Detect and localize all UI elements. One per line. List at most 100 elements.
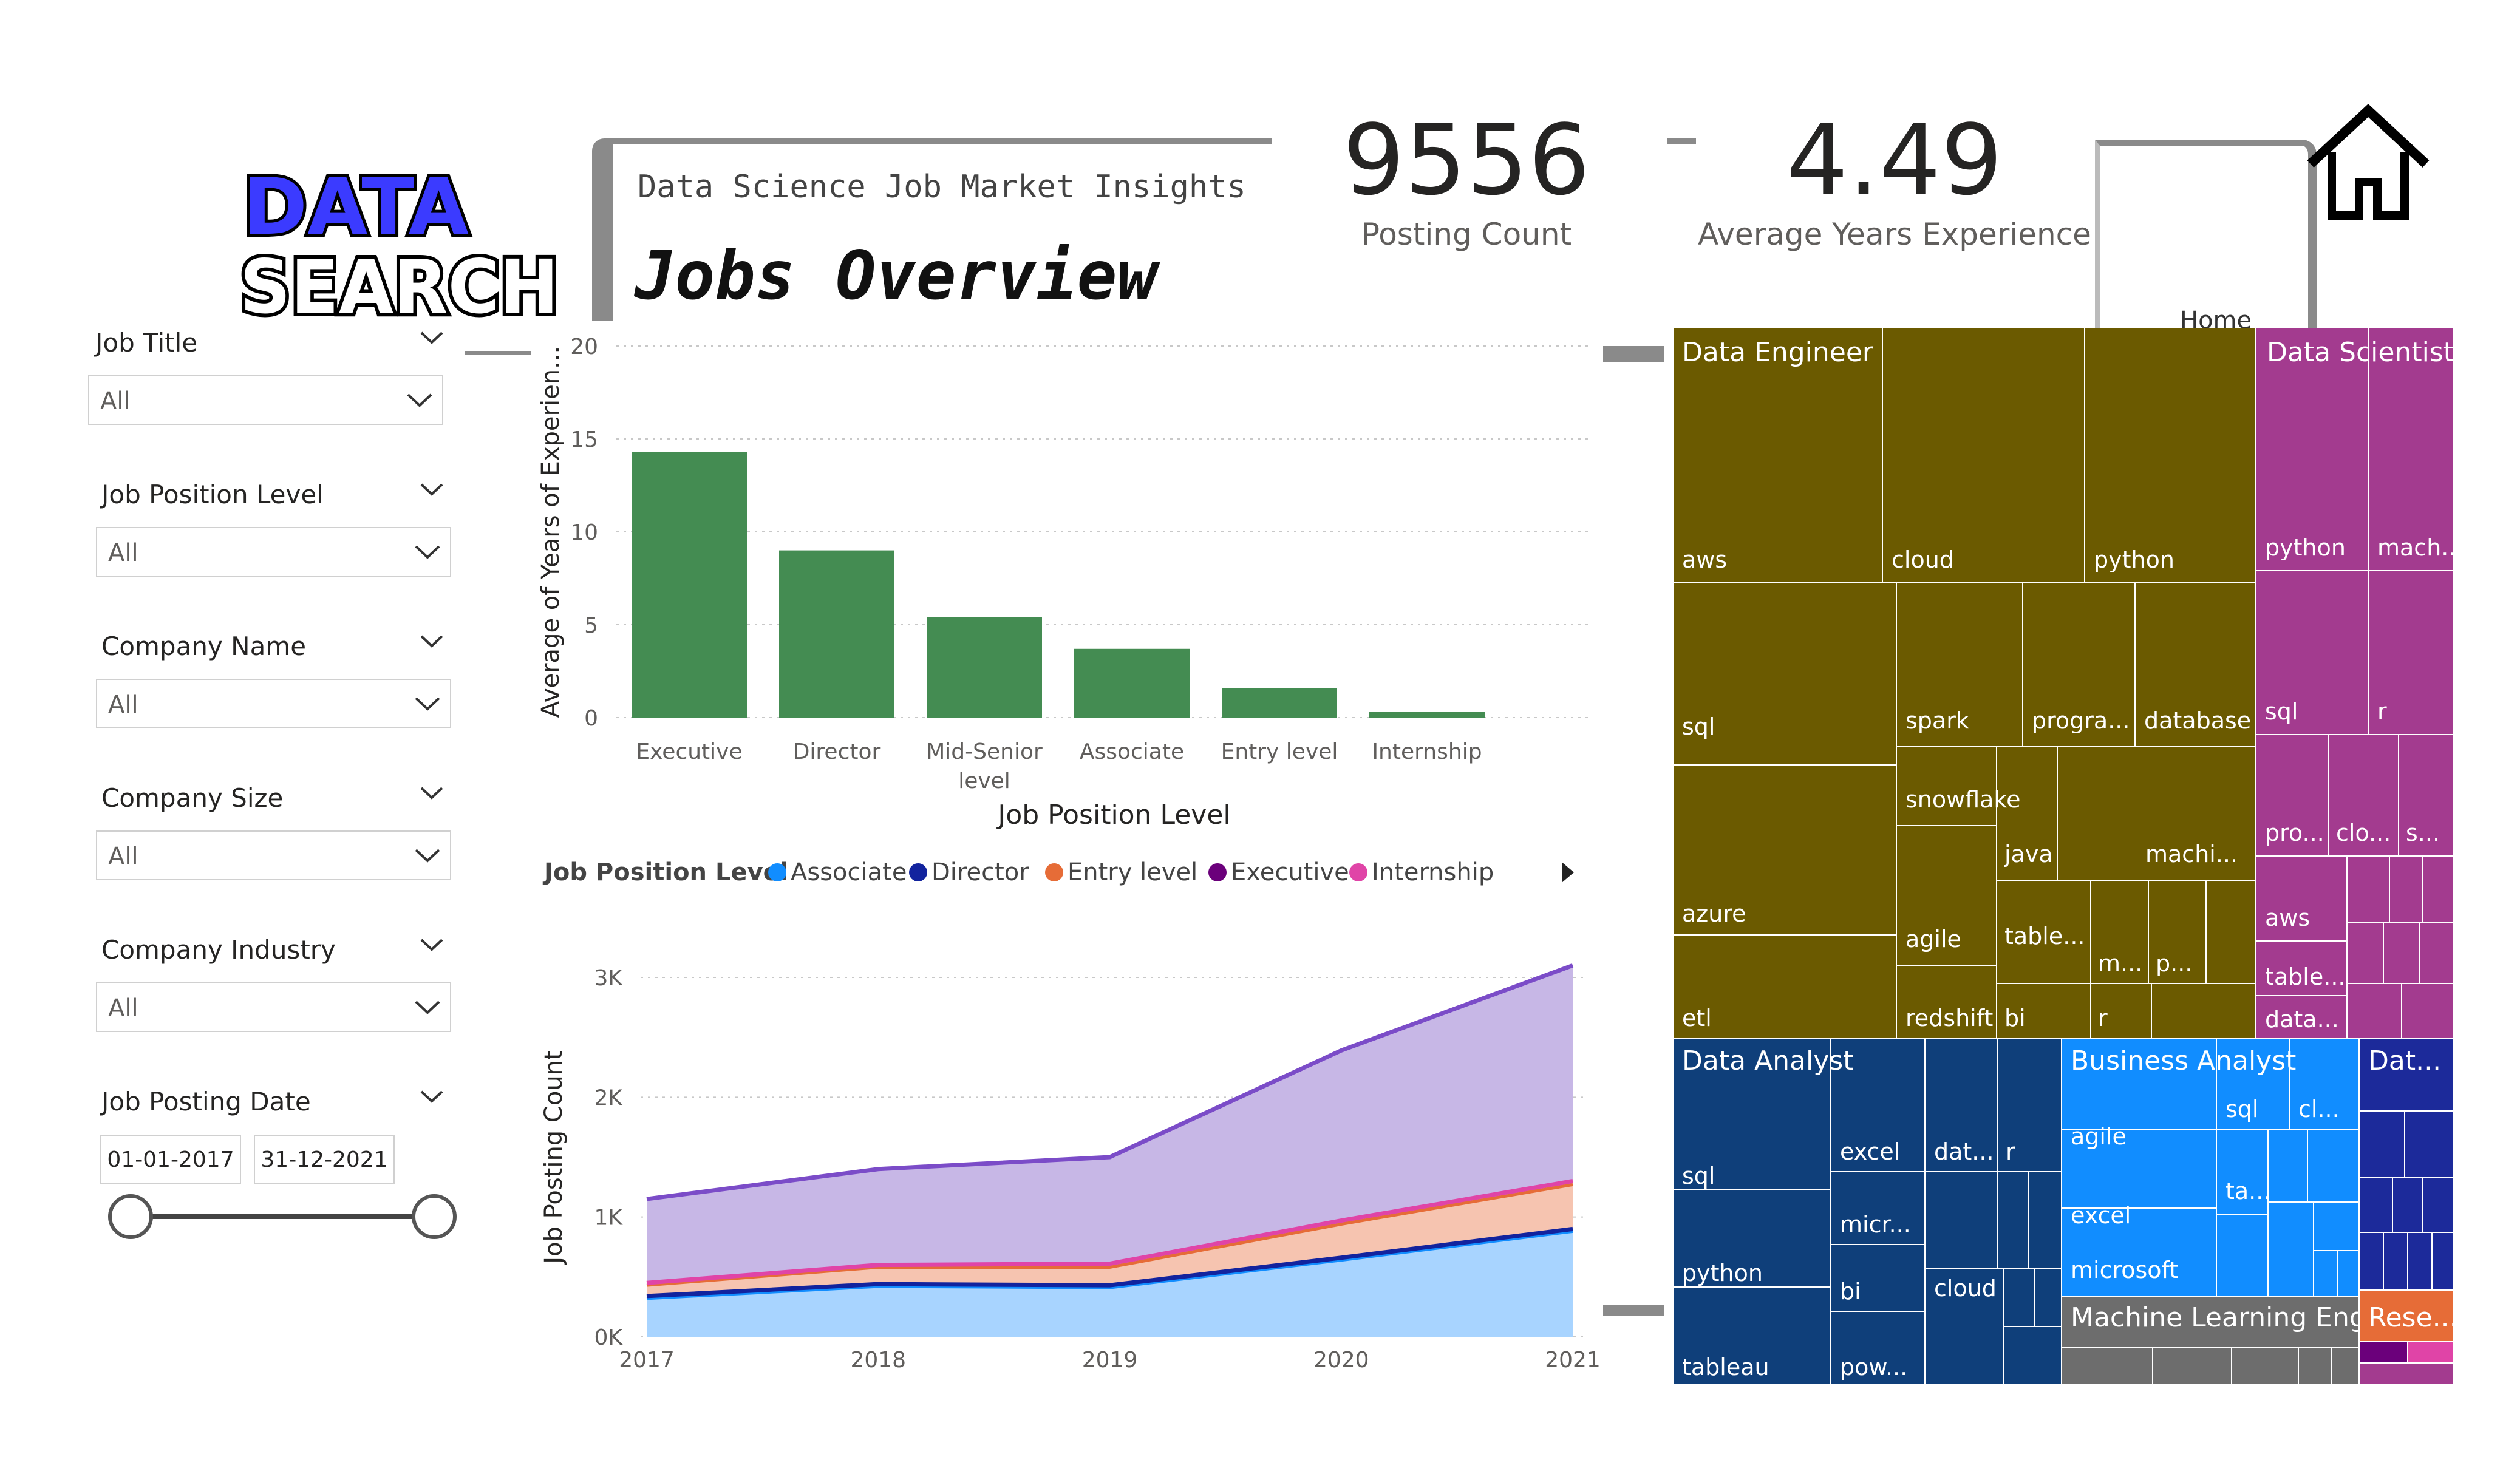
treemap-cell[interactable] bbox=[2231, 1347, 2299, 1385]
slicer-dropdown[interactable]: All bbox=[96, 527, 451, 577]
chevron-down-icon[interactable] bbox=[419, 481, 444, 501]
bar[interactable] bbox=[779, 550, 894, 718]
treemap-cell[interactable] bbox=[1924, 1171, 1998, 1269]
series-line-director[interactable] bbox=[646, 1226, 1573, 1299]
treemap-cell[interactable] bbox=[2313, 1201, 2360, 1251]
treemap-cell[interactable] bbox=[2337, 1250, 2360, 1297]
treemap-cell[interactable] bbox=[2358, 1177, 2393, 1233]
treemap-cell[interactable] bbox=[2346, 922, 2384, 984]
chevron-down-icon[interactable] bbox=[414, 695, 441, 715]
treemap-cell[interactable] bbox=[2346, 855, 2390, 923]
treemap-cell[interactable] bbox=[2328, 734, 2399, 857]
slicer-dropdown[interactable]: All bbox=[96, 830, 451, 880]
treemap-cell[interactable] bbox=[2383, 1232, 2408, 1291]
series-line-internship[interactable] bbox=[646, 1179, 1573, 1285]
treemap-cell[interactable] bbox=[2407, 1232, 2433, 1291]
treemap-cell[interactable] bbox=[1830, 1038, 1926, 1172]
treemap-cell[interactable] bbox=[2392, 1177, 2423, 1233]
treemap-cell[interactable] bbox=[2358, 1110, 2405, 1178]
treemap-cell[interactable] bbox=[2267, 1201, 2314, 1297]
treemap-cell[interactable] bbox=[2255, 327, 2369, 571]
series-line-executive[interactable] bbox=[646, 963, 1574, 1201]
treemap-cell[interactable] bbox=[2358, 1232, 2384, 1291]
treemap-cell[interactable] bbox=[1996, 880, 2091, 984]
chevron-down-icon[interactable] bbox=[419, 784, 444, 805]
treemap-cell[interactable] bbox=[1672, 1189, 1831, 1288]
chevron-down-icon[interactable] bbox=[419, 1088, 444, 1109]
slicer-dropdown[interactable]: All bbox=[96, 679, 451, 728]
chevron-down-icon[interactable] bbox=[419, 936, 444, 957]
bar[interactable] bbox=[1074, 648, 1190, 718]
treemap-cell[interactable] bbox=[2298, 1347, 2332, 1385]
treemap-cell[interactable] bbox=[2028, 1171, 2062, 1269]
treemap-cell[interactable] bbox=[2151, 983, 2256, 1039]
treemap-cell[interactable] bbox=[2255, 570, 2369, 735]
treemap-cell[interactable] bbox=[2368, 327, 2454, 571]
chevron-down-icon[interactable] bbox=[419, 633, 444, 653]
chevron-down-icon[interactable] bbox=[419, 329, 444, 350]
legend-item[interactable]: Associate bbox=[791, 858, 907, 886]
bar[interactable] bbox=[1369, 712, 1485, 718]
treemap-cell[interactable] bbox=[2404, 1110, 2454, 1178]
legend-next-arrow-icon[interactable] bbox=[1562, 862, 1574, 883]
treemap-cell[interactable] bbox=[2148, 880, 2207, 984]
treemap-cell[interactable] bbox=[2401, 983, 2454, 1039]
treemap-cell[interactable] bbox=[2034, 1268, 2062, 1327]
legend-item[interactable]: Internship bbox=[1372, 858, 1494, 886]
treemap-cell[interactable] bbox=[1882, 327, 2085, 583]
treemap-cell[interactable] bbox=[2422, 855, 2454, 923]
treemap-cell[interactable] bbox=[1997, 1038, 2062, 1172]
treemap-cell[interactable] bbox=[1672, 764, 1897, 936]
treemap-cell[interactable] bbox=[2205, 880, 2256, 984]
date-range-start-handle[interactable] bbox=[108, 1194, 153, 1239]
slicer-dropdown[interactable]: All bbox=[96, 982, 451, 1032]
series-line-associate[interactable] bbox=[646, 1229, 1573, 1300]
treemap-cell[interactable] bbox=[2267, 1129, 2308, 1203]
treemap-cell[interactable] bbox=[1672, 1286, 1831, 1385]
bar[interactable] bbox=[927, 617, 1042, 718]
treemap-cell[interactable] bbox=[2389, 855, 2423, 923]
treemap-cell[interactable] bbox=[2289, 1038, 2360, 1130]
treemap-cell[interactable] bbox=[2346, 983, 2402, 1039]
treemap-cell[interactable] bbox=[2090, 880, 2149, 984]
treemap-cell[interactable] bbox=[1896, 746, 1997, 826]
date-range-track[interactable] bbox=[131, 1214, 434, 1219]
treemap-cell[interactable] bbox=[1896, 582, 2023, 747]
treemap-cell[interactable] bbox=[2003, 1268, 2035, 1327]
treemap-cell[interactable] bbox=[2152, 1347, 2232, 1385]
chevron-down-icon[interactable] bbox=[406, 391, 434, 412]
treemap-cell[interactable] bbox=[2003, 1326, 2062, 1385]
treemap-cell[interactable] bbox=[1996, 983, 2091, 1039]
series-line-entry-level[interactable] bbox=[646, 1183, 1573, 1287]
treemap-cell[interactable] bbox=[2255, 940, 2348, 996]
treemap-cell[interactable] bbox=[2134, 582, 2256, 747]
treemap-cell[interactable] bbox=[1672, 1038, 1831, 1190]
treemap-cell[interactable] bbox=[1997, 1171, 2029, 1269]
home-icon[interactable] bbox=[2301, 103, 2435, 225]
treemap-cell[interactable] bbox=[2061, 1129, 2217, 1209]
treemap-cell[interactable] bbox=[2216, 1038, 2290, 1130]
treemap-cell[interactable] bbox=[2368, 570, 2454, 735]
treemap-cell[interactable] bbox=[2084, 327, 2256, 583]
slicer-dropdown[interactable]: All bbox=[88, 375, 443, 425]
date-start-input[interactable]: 01-01-2017 bbox=[100, 1135, 241, 1184]
treemap-cell[interactable] bbox=[1896, 825, 1997, 966]
treemap-cell[interactable] bbox=[2398, 734, 2454, 857]
bar[interactable] bbox=[1222, 688, 1337, 718]
treemap-cell[interactable] bbox=[2331, 1347, 2360, 1385]
treemap-cell[interactable] bbox=[2313, 1250, 2338, 1297]
treemap-cell[interactable] bbox=[2419, 922, 2454, 984]
treemap-cell[interactable] bbox=[2307, 1129, 2360, 1203]
treemap-cell[interactable] bbox=[2358, 1341, 2408, 1364]
treemap-cell[interactable] bbox=[2022, 582, 2136, 747]
date-range-end-handle[interactable] bbox=[412, 1194, 457, 1239]
treemap-cell[interactable] bbox=[2057, 746, 2256, 881]
treemap-cell[interactable] bbox=[2358, 1362, 2454, 1385]
treemap-cell[interactable] bbox=[2431, 1232, 2454, 1291]
chevron-down-icon[interactable] bbox=[414, 846, 441, 867]
legend-item[interactable]: Entry level bbox=[1068, 858, 1197, 886]
treemap-cell[interactable] bbox=[2422, 1177, 2454, 1233]
date-end-input[interactable]: 31-12-2021 bbox=[254, 1135, 395, 1184]
legend-item[interactable]: Executive bbox=[1231, 858, 1349, 886]
bar[interactable] bbox=[632, 452, 747, 718]
